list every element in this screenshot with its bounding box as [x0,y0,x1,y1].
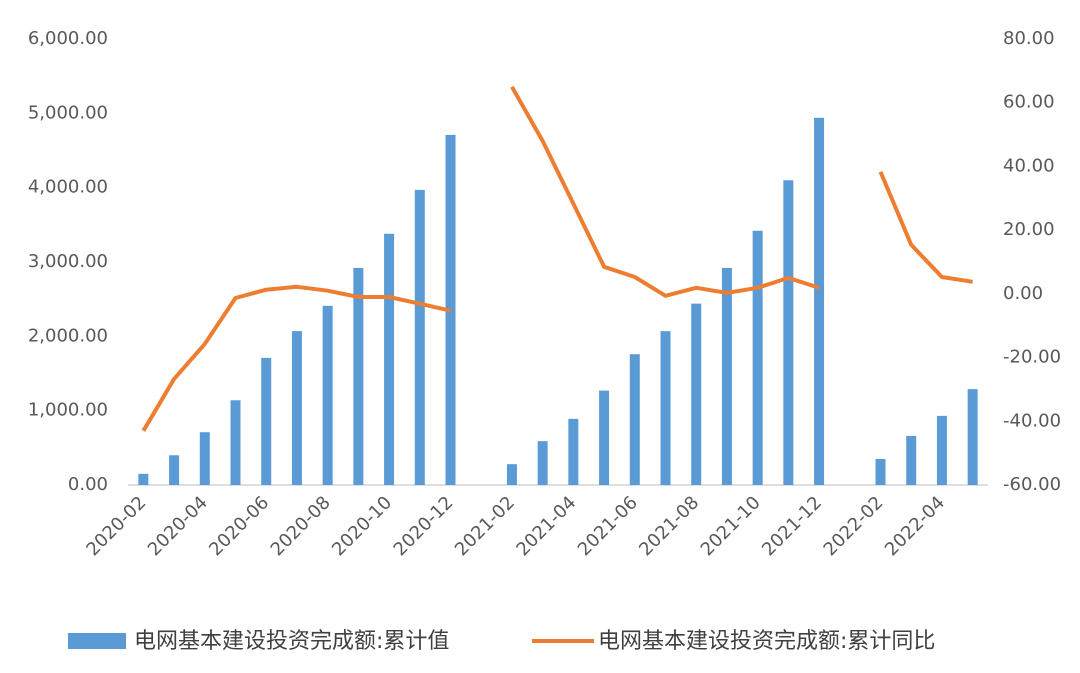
y2-tick-label: -40.00 [1003,410,1061,431]
bar [814,117,825,485]
bar [230,400,241,485]
x-tick-label: 2022-02 [820,492,888,560]
y-tick-label: 5,000.00 [28,102,108,123]
bar [199,432,210,485]
bar [414,189,425,485]
legend-label: 电网基本建设投资完成额:累计同比 [598,629,935,654]
bar [721,267,732,485]
bar [261,357,272,485]
bar [322,305,333,485]
x-tick-label: 2021-02 [451,492,519,560]
y2-tick-label: -20.00 [1003,347,1061,368]
x-tick-label: 2021-08 [635,492,703,560]
legend-label: 电网基本建设投资完成额:累计值 [134,629,449,654]
y2-tick-label: 20.00 [1003,219,1055,240]
bar [169,455,180,485]
x-tick-label: 2021-12 [758,492,826,560]
bar [691,303,702,485]
y2-tick-label: -60.00 [1003,474,1061,495]
x-tick-label: 2020-10 [328,492,396,560]
y-tick-label: 3,000.00 [28,251,108,272]
y2-tick-label: 0.00 [1003,283,1043,304]
y-tick-label: 1,000.00 [28,400,108,421]
y-tick-label: 4,000.00 [28,177,108,198]
bar [783,180,794,485]
bar [875,458,886,485]
bar [506,464,517,485]
bar [752,230,763,485]
bar [629,354,640,485]
x-tick-label: 2021-10 [697,492,765,560]
x-tick-label: 2021-04 [512,492,580,560]
bar [936,415,947,485]
x-tick-label: 2020-04 [144,492,212,560]
y2-tick-label: 80.00 [1003,28,1055,49]
bar [906,435,917,485]
x-tick-label: 2022-04 [881,492,949,560]
bar [568,418,579,485]
bar [384,233,395,485]
y-tick-label: 2,000.00 [28,325,108,346]
bar [660,331,671,485]
x-tick-label: 2020-12 [390,492,458,560]
bar [967,389,978,485]
legend-swatch [68,633,126,649]
y-tick-label: 0.00 [68,474,108,495]
y2-tick-label: 60.00 [1003,92,1055,113]
x-tick-label: 2020-02 [82,492,150,560]
y-tick-label: 6,000.00 [28,28,108,49]
y2-tick-label: 40.00 [1003,155,1055,176]
bar [138,473,149,485]
bar [353,267,364,485]
x-tick-label: 2020-06 [205,492,273,560]
x-tick-label: 2020-08 [267,492,335,560]
x-tick-label: 2021-06 [574,492,642,560]
bar [291,331,302,485]
bar [599,390,610,485]
bar [537,441,548,485]
line [141,85,973,432]
